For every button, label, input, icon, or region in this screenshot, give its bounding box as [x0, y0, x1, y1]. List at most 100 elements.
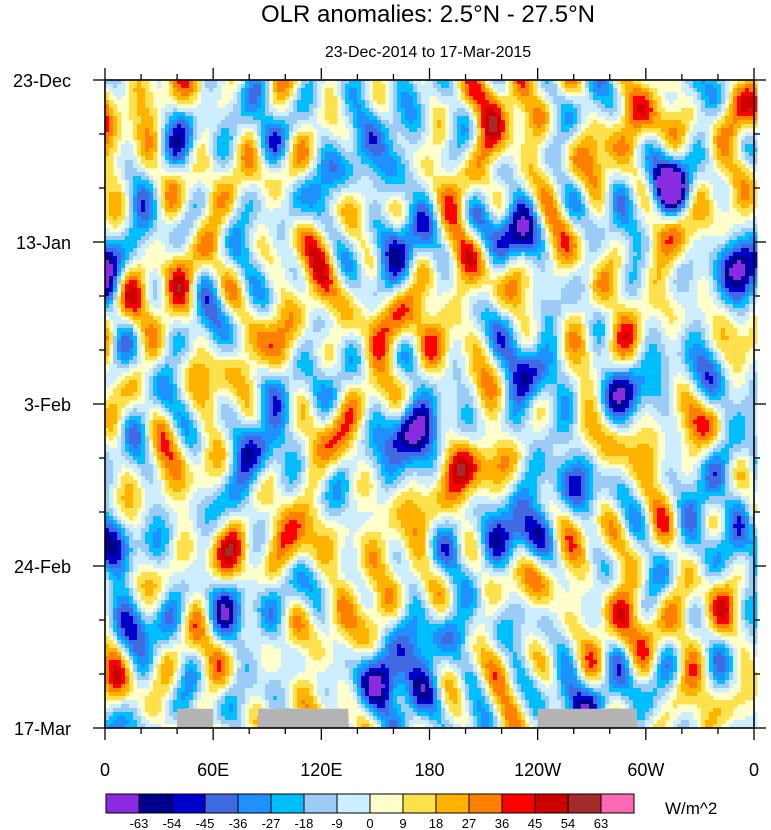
- heatmap-cell: [341, 200, 346, 205]
- heatmap-cell: [697, 152, 702, 157]
- heatmap-cell: [249, 116, 254, 121]
- heatmap-cell: [517, 192, 522, 197]
- heatmap-cell: [729, 96, 734, 101]
- heatmap-cell: [321, 156, 326, 161]
- heatmap-cell: [625, 176, 630, 181]
- heatmap-cell: [693, 132, 698, 137]
- heatmap-cell: [481, 104, 486, 109]
- heatmap-cell: [197, 104, 202, 109]
- heatmap-cell: [657, 168, 662, 173]
- heatmap-cell: [249, 84, 254, 89]
- heatmap-cell: [557, 116, 562, 121]
- heatmap-cell: [361, 164, 366, 169]
- heatmap-cell: [357, 188, 362, 193]
- heatmap-cell: [541, 124, 546, 129]
- heatmap-cell: [741, 224, 746, 229]
- heatmap-cell: [709, 220, 714, 225]
- heatmap-cell: [385, 116, 390, 121]
- heatmap-cell: [477, 172, 482, 177]
- heatmap-cell: [553, 180, 558, 185]
- heatmap-cell: [241, 120, 246, 125]
- heatmap-cell: [473, 216, 478, 221]
- heatmap-cell: [617, 96, 622, 101]
- heatmap-cell: [613, 200, 618, 205]
- heatmap-cell: [285, 148, 290, 153]
- heatmap-cell: [365, 164, 370, 169]
- heatmap-cell: [349, 180, 354, 185]
- heatmap-cell: [713, 156, 718, 161]
- heatmap-cell: [753, 112, 758, 117]
- heatmap-cell: [181, 148, 186, 153]
- heatmap-cell: [705, 164, 710, 169]
- heatmap-cell: [325, 220, 330, 225]
- heatmap-cell: [285, 156, 290, 161]
- heatmap-cell: [121, 212, 126, 217]
- heatmap-cell: [261, 220, 266, 225]
- heatmap-cell: [261, 196, 266, 201]
- heatmap-cell: [317, 180, 322, 185]
- heatmap-cell: [689, 116, 694, 121]
- heatmap-cell: [105, 180, 110, 185]
- heatmap-cell: [405, 156, 410, 161]
- heatmap-cell: [173, 136, 178, 141]
- heatmap-cell: [309, 172, 314, 177]
- heatmap-cell: [129, 144, 134, 149]
- heatmap-cell: [741, 164, 746, 169]
- heatmap-cell: [557, 176, 562, 181]
- heatmap-cell: [269, 160, 274, 165]
- heatmap-cell: [373, 224, 378, 229]
- heatmap-cell: [565, 112, 570, 117]
- heatmap-cell: [345, 200, 350, 205]
- heatmap-cell: [381, 176, 386, 181]
- heatmap-cell: [189, 144, 194, 149]
- heatmap-cell: [633, 88, 638, 93]
- heatmap-cell: [317, 176, 322, 181]
- heatmap-cell: [689, 192, 694, 197]
- heatmap-cell: [401, 148, 406, 153]
- heatmap-cell: [121, 176, 126, 181]
- heatmap-cell: [229, 112, 234, 117]
- heatmap-cell: [141, 104, 146, 109]
- heatmap-cell: [117, 116, 122, 121]
- heatmap-cell: [289, 104, 294, 109]
- heatmap-cell: [289, 220, 294, 225]
- heatmap-cell: [657, 160, 662, 165]
- heatmap-cell: [577, 88, 582, 93]
- heatmap-cell: [529, 200, 534, 205]
- heatmap-cell: [389, 168, 394, 173]
- heatmap-cell: [353, 144, 358, 149]
- heatmap-cell: [409, 180, 414, 185]
- heatmap-cell: [209, 88, 214, 93]
- heatmap-cell: [509, 208, 514, 213]
- heatmap-cell: [737, 180, 742, 185]
- heatmap-cell: [497, 100, 502, 105]
- heatmap-cell: [741, 192, 746, 197]
- heatmap-cell: [277, 132, 282, 137]
- heatmap-cell: [209, 136, 214, 141]
- heatmap-cell: [221, 176, 226, 181]
- heatmap-cell: [397, 100, 402, 105]
- heatmap-cell: [717, 124, 722, 129]
- heatmap-cell: [221, 164, 226, 169]
- heatmap-cell: [249, 120, 254, 125]
- heatmap-cell: [681, 184, 686, 189]
- heatmap-cell: [133, 208, 138, 213]
- heatmap-cell: [281, 96, 286, 101]
- heatmap-cell: [217, 88, 222, 93]
- heatmap-cell: [557, 156, 562, 161]
- heatmap-cell: [453, 100, 458, 105]
- heatmap-cell: [469, 144, 474, 149]
- heatmap-cell: [601, 152, 606, 157]
- heatmap-cell: [113, 84, 118, 89]
- heatmap-cell: [733, 128, 738, 133]
- heatmap-cell: [633, 132, 638, 137]
- heatmap-cell: [445, 140, 450, 145]
- heatmap-cell: [645, 140, 650, 145]
- heatmap-cell: [261, 128, 266, 133]
- heatmap-cell: [485, 88, 490, 93]
- heatmap-cell: [389, 152, 394, 157]
- heatmap-cell: [453, 108, 458, 113]
- heatmap-cell: [693, 168, 698, 173]
- heatmap-cell: [217, 224, 222, 229]
- heatmap-cell: [345, 180, 350, 185]
